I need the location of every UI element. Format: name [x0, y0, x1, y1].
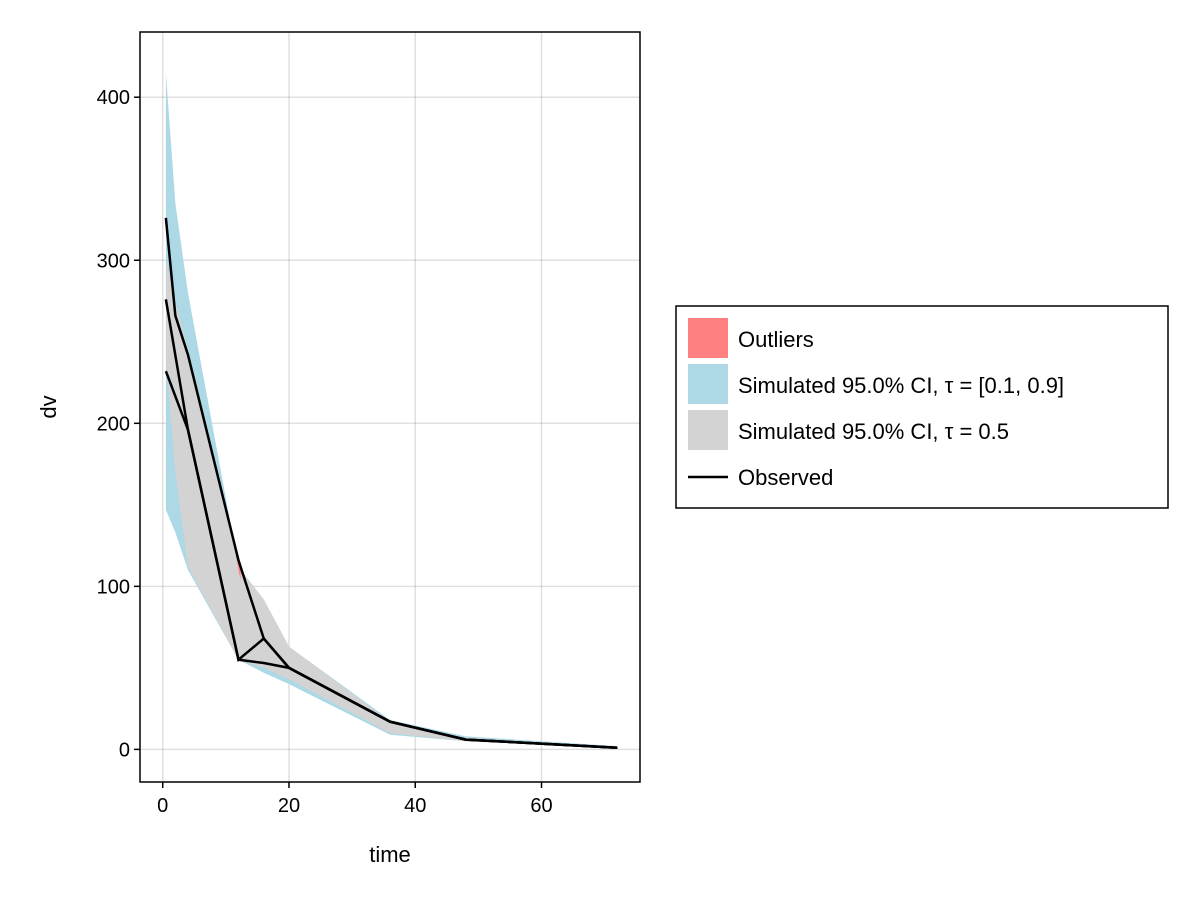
ci-bands	[165, 72, 618, 748]
grid-lines	[140, 32, 640, 782]
observed-lines	[164, 217, 618, 750]
legend-swatch-ci-outer	[688, 364, 728, 404]
legend-box	[675, 305, 1169, 509]
y-tick-label: 300	[97, 250, 130, 272]
x-tick-label: 0	[157, 795, 168, 817]
x-axis-label: time	[369, 842, 411, 867]
x-tick-label: 60	[530, 795, 552, 817]
plot-frame	[139, 31, 641, 783]
legend: Outliers Simulated 95.0% CI, τ = [0.1, 0…	[675, 305, 1169, 509]
y-tick-label: 400	[97, 87, 130, 109]
legend-swatch-ci-median	[688, 410, 728, 450]
legend-label-observed: Observed	[738, 465, 833, 490]
y-tick-label: 200	[97, 413, 130, 435]
axis-ticks: 0 20 40 60 0 100 200 300 400	[97, 87, 553, 817]
ci-median-band	[165, 260, 618, 748]
observed-line-2	[164, 370, 618, 750]
legend-swatch-outliers	[688, 318, 728, 358]
outlier-region	[235, 552, 242, 580]
x-tick-label: 20	[278, 795, 300, 817]
legend-label-outliers: Outliers	[738, 327, 814, 352]
observed-line-0	[164, 217, 618, 750]
legend-label-ci-median: Simulated 95.0% CI, τ = 0.5	[738, 419, 1009, 444]
y-tick-label: 100	[97, 576, 130, 598]
x-tick-label: 40	[404, 795, 426, 817]
y-tick-label: 0	[119, 739, 130, 761]
observed-line-1	[164, 299, 618, 750]
legend-label-ci-outer: Simulated 95.0% CI, τ = [0.1, 0.9]	[738, 373, 1064, 398]
y-axis-label: dv	[36, 395, 61, 418]
